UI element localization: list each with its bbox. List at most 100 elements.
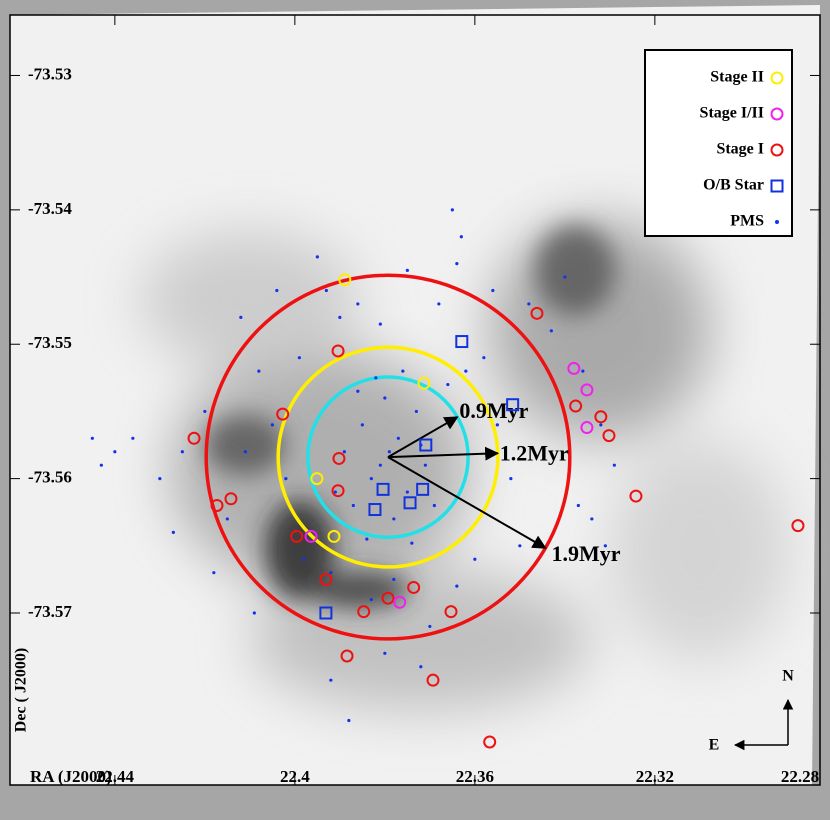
ob-star xyxy=(368,503,382,517)
pms-star xyxy=(491,288,495,293)
yso xyxy=(426,673,440,687)
yso xyxy=(319,572,333,586)
yso xyxy=(381,591,395,605)
pms-star xyxy=(212,571,216,575)
yso xyxy=(580,383,594,397)
yso xyxy=(567,361,581,375)
pms-star xyxy=(338,315,342,319)
yso xyxy=(340,649,354,663)
pms-star xyxy=(243,450,247,454)
pms-star xyxy=(446,382,450,387)
pms-star xyxy=(158,477,162,481)
yso xyxy=(444,605,458,619)
pms-star xyxy=(270,423,274,427)
pms-star xyxy=(369,477,373,481)
yso xyxy=(483,735,497,749)
pms-star xyxy=(405,490,409,494)
pms-star xyxy=(225,517,229,521)
yso xyxy=(393,595,407,609)
pms-star xyxy=(378,463,382,467)
pms-star xyxy=(374,376,378,380)
pms-star xyxy=(333,490,337,494)
pms-star xyxy=(405,268,409,272)
y-axis-label: Dec ( J2000) xyxy=(13,648,30,732)
pms-star xyxy=(419,665,423,669)
pms-star xyxy=(455,262,459,266)
pms-star xyxy=(459,235,463,239)
pms-star xyxy=(410,541,414,545)
ob-star xyxy=(506,398,520,412)
pms-star xyxy=(392,517,396,521)
yso xyxy=(569,399,583,413)
ob-star xyxy=(770,179,784,193)
y-tick-label: -73.54 xyxy=(28,199,72,218)
pms-star xyxy=(360,423,364,427)
legend: Stage II Stage I/II Stage I O/B Star PMS xyxy=(644,49,793,237)
pms-star xyxy=(549,329,553,333)
pms-star xyxy=(383,396,387,400)
yso xyxy=(276,407,290,421)
pms-star xyxy=(495,423,499,427)
yso xyxy=(187,431,201,445)
pms-star xyxy=(455,584,459,588)
pms-star xyxy=(365,537,369,541)
legend-label: O/B Star xyxy=(703,177,764,194)
yso xyxy=(770,71,784,85)
age-label: 1.9Myr xyxy=(551,541,620,566)
yso xyxy=(629,489,643,503)
pms-star xyxy=(396,436,400,440)
pms-star xyxy=(356,389,360,393)
age-ring xyxy=(204,273,572,641)
pms-star xyxy=(383,651,387,655)
ob-star xyxy=(416,482,430,496)
legend-label: Stage I/II xyxy=(700,105,764,122)
pms-star xyxy=(423,463,427,467)
ob-star xyxy=(319,606,333,620)
yso xyxy=(332,451,346,465)
pms-star xyxy=(775,220,779,224)
age-arrow xyxy=(387,456,547,549)
pms-star xyxy=(464,369,468,373)
age-label: 1.2Myr xyxy=(500,440,569,465)
y-tick-label: -73.55 xyxy=(28,333,72,352)
yso xyxy=(304,529,318,543)
pms-star xyxy=(387,450,391,454)
compass-east: E xyxy=(709,737,720,754)
legend-box xyxy=(644,49,793,237)
pms-star xyxy=(113,450,117,454)
yso xyxy=(594,410,608,424)
yso xyxy=(210,498,224,512)
y-tick-label: -73.53 xyxy=(28,64,72,83)
pms-star xyxy=(239,315,243,319)
pms-star xyxy=(369,597,373,602)
compass-north: N xyxy=(782,668,794,685)
x-tick-label: 22.28 xyxy=(781,767,819,786)
pms-star xyxy=(347,718,351,723)
pms-star xyxy=(297,356,301,360)
yso xyxy=(770,143,784,157)
pms-star xyxy=(284,477,288,481)
pms-star xyxy=(99,463,103,467)
yso xyxy=(310,472,324,486)
x-axis-label: RA (J2000) xyxy=(30,767,112,786)
pms-star xyxy=(414,409,418,414)
pms-star xyxy=(315,255,319,259)
yso xyxy=(407,580,421,594)
yso xyxy=(327,529,341,543)
pms-star xyxy=(324,288,328,293)
age-arrow xyxy=(387,416,459,458)
legend-label: Stage I xyxy=(716,141,764,158)
yso xyxy=(417,376,431,390)
ob-star xyxy=(419,438,433,452)
ob-star xyxy=(455,335,469,349)
pms-star xyxy=(351,503,355,508)
x-tick-label: 22.36 xyxy=(456,767,494,786)
pms-star xyxy=(90,436,94,440)
yso xyxy=(331,344,345,358)
legend-label: Stage II xyxy=(710,69,764,86)
yso xyxy=(791,519,805,533)
ob-star xyxy=(376,482,390,496)
pms-star xyxy=(450,208,454,212)
